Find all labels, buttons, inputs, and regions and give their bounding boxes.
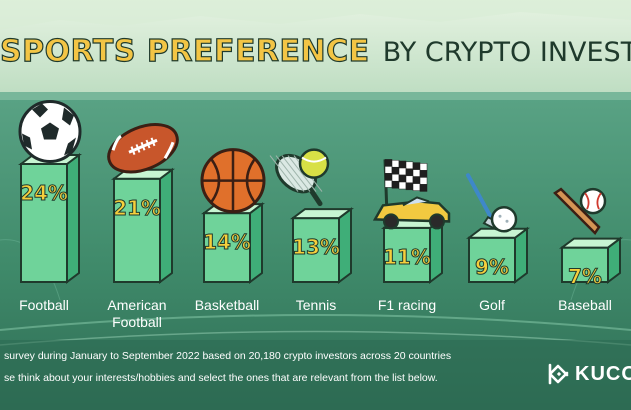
- value-label: 13%: [292, 235, 340, 259]
- value-label: 21%: [113, 196, 161, 220]
- category-label: Tennis: [268, 297, 364, 314]
- category-label-line: Golf: [479, 297, 505, 313]
- bar-front: [113, 177, 161, 283]
- category-label: Golf: [444, 297, 540, 314]
- bar-american-football: 21%: [107, 123, 179, 284]
- tennis-racket-ball-icon: [269, 148, 330, 207]
- value-label: 7%: [568, 265, 602, 289]
- value-label: 9%: [475, 255, 509, 279]
- basketball-icon: [200, 148, 266, 214]
- footer-note-1: survey during January to September 2022 …: [4, 350, 452, 362]
- bar-golf-club-ball: 9%: [466, 173, 530, 284]
- bar-f1-car-checkered-flag: 11%: [372, 159, 451, 284]
- bar-side: [159, 167, 173, 284]
- american-football-icon: [107, 123, 179, 174]
- bar-soccer-ball: 24%: [18, 100, 82, 284]
- bar-top: [290, 208, 354, 220]
- bar-baseball-bat-ball: 7%: [553, 187, 623, 289]
- category-label: Baseball: [537, 297, 631, 314]
- bar-top: [559, 237, 623, 249]
- category-label-line: Football: [112, 314, 162, 330]
- brand-logo: KUCO: [547, 362, 631, 386]
- category-label-line: Basketball: [194, 297, 260, 313]
- title-rest: BY CRYPTO INVESTORS: [382, 37, 631, 68]
- title-highlight: SPORTS PREFERENCE: [0, 33, 370, 69]
- bar-basketball: 14%: [200, 148, 266, 284]
- page-title: SPORTS PREFERENCE BY CRYPTO INVESTORS: [0, 33, 631, 69]
- category-label-line: F1 racing: [377, 297, 437, 313]
- soccer-ball-icon: [18, 100, 82, 163]
- category-label-line: Football: [19, 297, 69, 313]
- brand-name: KUCO: [575, 362, 631, 385]
- footer-note-2: se think about your interests/hobbies an…: [4, 372, 438, 384]
- category-label: Football: [0, 297, 92, 314]
- category-label-line: Tennis: [295, 297, 337, 313]
- bar-side: [338, 207, 352, 284]
- golf-club-ball-icon: [466, 173, 518, 233]
- kucoin-logo-icon: [548, 363, 569, 385]
- bar-top: [466, 227, 530, 239]
- bar-tennis-racket-ball: 13%: [269, 148, 354, 284]
- value-label: 14%: [203, 230, 251, 254]
- baseball-bat-ball-icon: [553, 187, 607, 236]
- bar-side: [66, 153, 80, 284]
- category-label: American Football: [89, 297, 185, 331]
- category-label-line: Baseball: [558, 297, 612, 313]
- category-label: Basketball: [179, 297, 275, 314]
- category-label-line: American: [107, 297, 167, 313]
- category-label: F1 racing: [359, 297, 455, 314]
- f1-car-checkered-flag-icon: [372, 159, 451, 230]
- bar-side: [249, 202, 263, 284]
- value-label: 24%: [20, 181, 68, 205]
- value-label: 11%: [383, 245, 431, 269]
